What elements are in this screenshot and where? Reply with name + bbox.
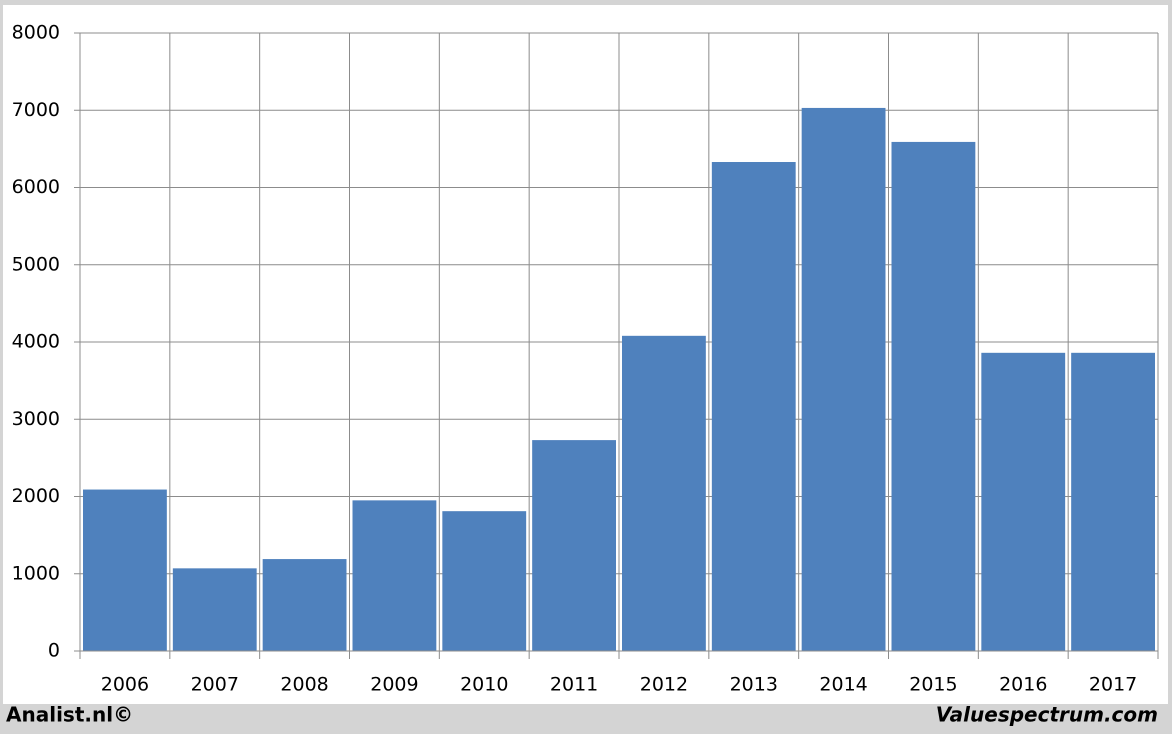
x-tick-label: 2016 [999, 674, 1047, 696]
x-tick-label: 2011 [550, 674, 598, 696]
y-tick-label: 2000 [12, 485, 60, 507]
y-tick-label: 1000 [12, 562, 60, 584]
x-tick-label: 2015 [909, 674, 957, 696]
x-tick-label: 2017 [1089, 674, 1137, 696]
y-tick-label: 0 [48, 640, 60, 662]
bar [532, 440, 616, 651]
bar [801, 107, 886, 652]
bar [711, 162, 796, 651]
x-tick-label: 2010 [460, 674, 508, 696]
credit-right: Valuespectrum.com [936, 703, 1158, 727]
x-tick-label: 2014 [819, 674, 867, 696]
y-tick-label: 5000 [12, 253, 60, 275]
bar [442, 511, 527, 651]
y-tick-label: 7000 [12, 99, 60, 121]
x-tick-label: 2013 [730, 674, 778, 696]
y-tick-label: 3000 [12, 408, 60, 430]
credit-left: Analist.nl© [6, 703, 133, 727]
y-tick-label: 6000 [12, 176, 60, 198]
x-tick-label: 2006 [101, 674, 149, 696]
y-tick-label: 4000 [12, 331, 60, 353]
x-tick-label: 2008 [280, 674, 328, 696]
x-tick-label: 2012 [640, 674, 688, 696]
bar [352, 500, 437, 651]
bar [83, 489, 167, 651]
y-tick-label: 8000 [12, 22, 60, 44]
bar [262, 559, 347, 651]
x-tick-label: 2007 [191, 674, 239, 696]
bar [981, 352, 1066, 651]
bar [1071, 352, 1155, 651]
x-tick-label: 2009 [370, 674, 418, 696]
bar [622, 335, 706, 651]
bar [891, 141, 976, 652]
bar [172, 568, 257, 651]
